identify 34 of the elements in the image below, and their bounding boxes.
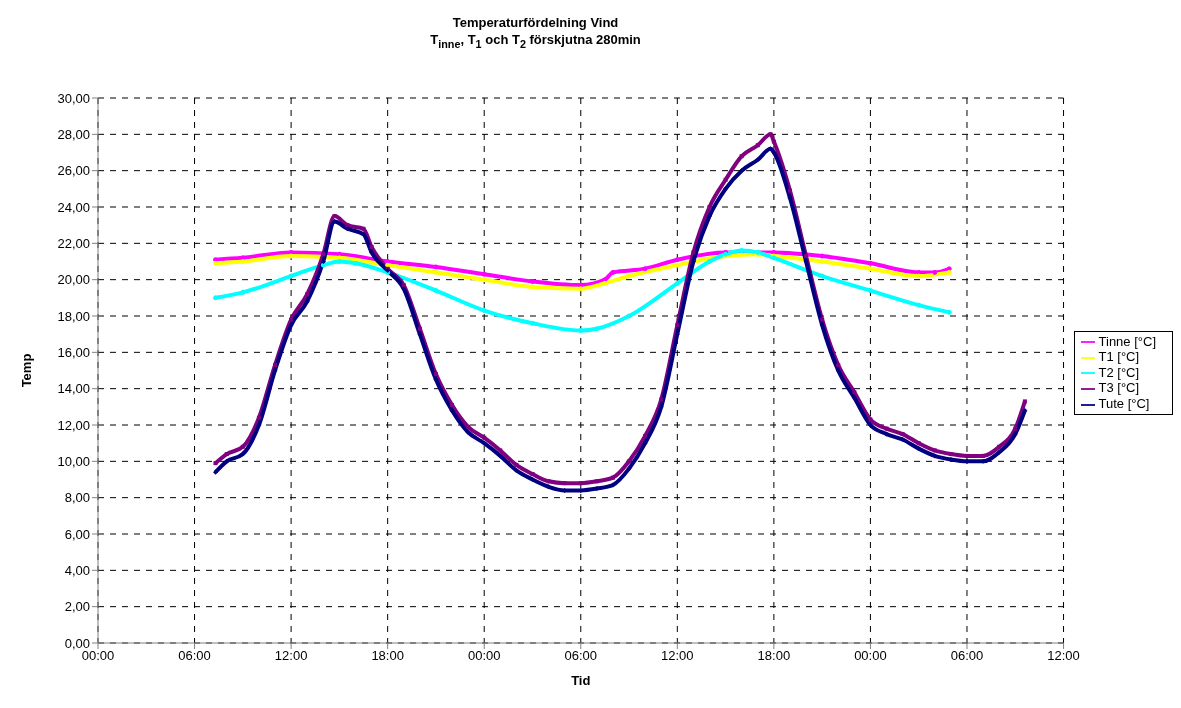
x-tick-label: 00:00 [467,647,501,663]
y-tick-label: 28,00 [57,126,90,142]
y-tick-label: 4,00 [64,562,90,578]
y-tick-label: 8,00 [64,489,90,505]
y-tick-label: 24,00 [57,199,90,215]
x-tick-label: 00:00 [854,647,887,663]
x-axis-title: Tid [571,672,591,688]
y-tick-label: 22,00 [57,235,90,251]
x-tick-label: 18:00 [757,647,791,663]
y-tick-label: 6,00 [64,526,90,542]
x-tick-label: 06:00 [950,647,984,663]
legend-label: Tinne [°C] [1098,333,1156,349]
y-tick-label: 30,00 [57,90,90,106]
legend-label: T2 [°C] [1098,364,1140,380]
y-tick-label: 12,00 [57,417,90,433]
y-tick-label: 16,00 [57,344,90,360]
legend-label: T1 [°C] [1098,349,1140,365]
y-tick-label: 26,00 [57,162,90,178]
y-tick-label: 2,00 [64,598,90,614]
y-tick-label: 10,00 [57,453,90,469]
x-tick-label: 12:00 [661,647,694,663]
x-tick-label: 06:00 [178,647,211,663]
legend-label: Tute [°C] [1098,395,1150,411]
y-tick-label: 14,00 [57,380,90,396]
x-tick-label: 18:00 [371,647,404,663]
legend-label: T3 [°C] [1098,380,1140,396]
x-tick-label: 12:00 [274,647,308,663]
x-tick-label: 12:00 [1047,647,1080,663]
y-tick-label: 18,00 [57,308,90,324]
x-tick-label: 06:00 [564,647,598,663]
y-tick-label: 20,00 [57,271,90,287]
y-axis-title: Temp [18,353,34,387]
chart-title: Temperaturfördelning Vind [451,14,620,31]
chart-subtitle: T$_{inne}$, T$_{1}$ och T$_{2}$ förskjutna 280min [429,31,642,52]
